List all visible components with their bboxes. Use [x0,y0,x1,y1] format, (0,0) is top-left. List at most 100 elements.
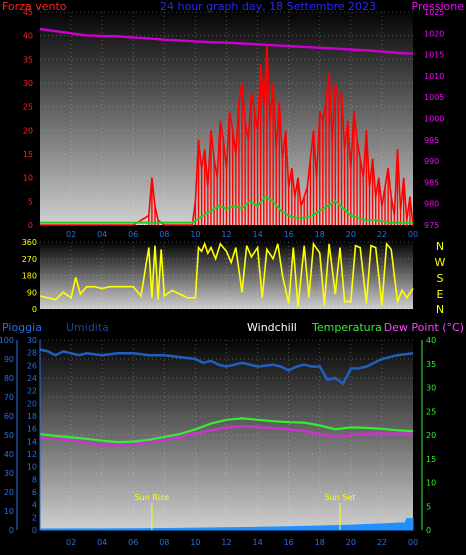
pressure-tick-label: 1020 [424,29,444,38]
direction-tick-label: 270 [22,255,37,264]
pressure-tick-label: 1010 [424,72,444,81]
temp-x-tick-label: 10 [190,538,200,547]
series-layer [39,27,414,531]
compass-label: N [436,240,444,253]
wind-x-tick-label: 12 [221,230,231,239]
temp-x-tick-label: 18 [315,538,325,547]
temp-x-tick-label: 20 [346,538,356,547]
direction-tick-label: 0 [32,305,37,314]
wind-tick-label: 40 [23,32,33,41]
humidity-tick-label: 0 [32,526,37,535]
pressure-tick-label: 990 [424,157,439,166]
rain-tick-label: 70 [4,393,14,402]
direction-tick-label: 90 [27,288,37,297]
temp-x-tick-label: 14 [252,538,262,547]
wind-tick-label: 0 [28,221,33,230]
wind-x-tick-label: 14 [252,230,262,239]
temperature-label: Temperatura [311,321,382,334]
temp-x-tick-label: 08 [159,538,169,547]
rain-area [39,518,414,531]
humidity-tick-label: 26 [27,361,37,370]
temp-tick-label: 15 [426,455,436,464]
wind-x-tick-label: 04 [97,230,107,239]
humidity-tick-label: 10 [27,463,37,472]
humidity-tick-label: 18 [27,412,37,421]
direction-tick-label: 180 [22,272,37,281]
temp-tick-label: 40 [426,336,436,345]
rain-tick-label: 60 [4,412,14,421]
temp-x-tick-label: 22 [377,538,387,547]
temp-x-tick-label: 06 [128,538,138,547]
temp-tick-label: 5 [426,502,431,511]
wind-tick-label: 5 [28,197,33,206]
pressure-tick-label: 995 [424,136,439,145]
dewpoint-line [39,425,413,447]
windchill-label: Windchill [247,321,297,334]
rain-tick-label: 40 [4,450,14,459]
compass-label: W [435,256,446,269]
pressure-tick-label: 1000 [424,115,444,124]
rain-tick-label: 10 [4,507,14,516]
temp-tick-label: 20 [426,431,436,440]
temp-x-tick-label: 00 [408,538,418,547]
humidity-tick-label: 24 [27,374,37,383]
pressure-axis-title: Pressione [412,0,465,13]
wind-x-tick-label: 10 [190,230,200,239]
humidity-axis-title: Umidita [66,321,109,334]
humidity-tick-label: 22 [27,387,37,396]
wind-tick-label: 30 [23,79,33,88]
sun-marker-label: Sun Rise [135,493,170,502]
wind-x-tick-label: 18 [315,230,325,239]
sun-markers: Sun Rise Sun Set [135,493,356,530]
temperature-line [39,417,414,444]
temp-x-tick-label: 12 [221,538,231,547]
humidity-tick-label: 28 [27,349,37,358]
temp-tick-label: 0 [426,526,431,535]
wind-tick-label: 10 [23,174,33,183]
humidity-tick-label: 4 [32,501,37,510]
humidity-tick-label: 20 [27,399,37,408]
pressure-tick-label: 1005 [424,93,444,102]
pressure-tick-label: 985 [424,178,439,187]
humidity-tick-label: 14 [27,437,37,446]
wind-x-tick-label: 06 [128,230,138,239]
temp-x-tick-label: 02 [66,538,76,547]
pressure-tick-label: 980 [424,200,439,209]
sun-marker-label: Sun Set [325,493,356,502]
dewpoint-label: Dew Point (°C) [384,321,464,334]
wind-axis-title: Forza vento [2,0,67,13]
wind-average-line [40,195,413,224]
humidity-tick-label: 30 [27,336,37,345]
temp-x-tick-label: 16 [284,538,294,547]
temp-x-tick-label: 04 [97,538,107,547]
temp-tick-label: 25 [426,407,436,416]
humidity-tick-label: 6 [32,488,37,497]
humidity-line [39,348,414,386]
wind-series-line [40,45,414,226]
wind-x-tick-label: 00 [408,230,418,239]
wind-tick-label: 45 [23,8,33,17]
rain-tick-label: 80 [4,374,14,383]
pressure-tick-label: 1025 [424,8,444,17]
wind-x-tick-label: 02 [66,230,76,239]
compass-label: E [437,288,444,301]
wind-x-tick-label: 22 [377,230,387,239]
temp-tick-label: 30 [426,384,436,393]
rain-axis-title: Pioggia [2,321,42,334]
wind-tick-label: 20 [23,126,33,135]
direction-tick-label: 360 [22,238,37,247]
rain-tick-label: 100 [0,336,14,345]
pressure-tick-label: 975 [424,221,439,230]
rain-tick-label: 30 [4,469,14,478]
rain-tick-label: 20 [4,488,14,497]
wind-tick-label: 35 [23,55,33,64]
direction-line [39,241,414,308]
humidity-tick-label: 16 [27,425,37,434]
rain-tick-label: 90 [4,355,14,364]
humidity-tick-label: 12 [27,450,37,459]
rain-tick-label: 50 [4,431,14,440]
temp-tick-label: 10 [426,479,436,488]
axis-labels: 0510152025303540459759809859909951000100… [0,8,446,547]
compass-label: N [436,303,444,316]
